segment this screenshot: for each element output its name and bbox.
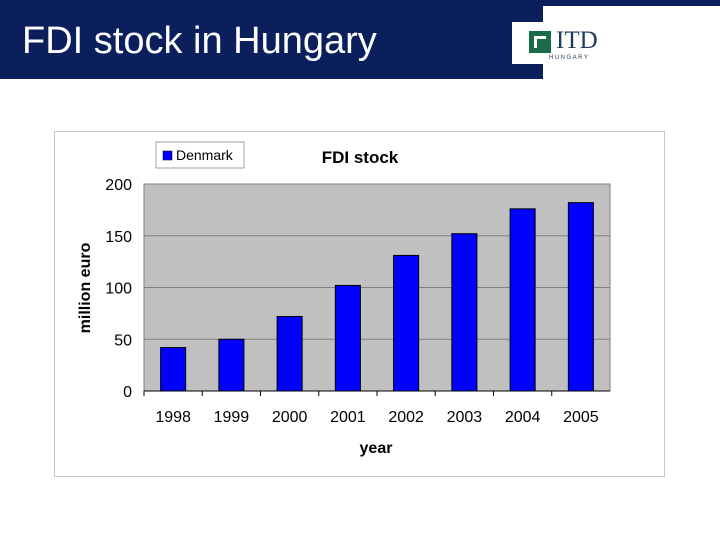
bar-2003 (451, 233, 478, 392)
legend-swatch (162, 150, 173, 161)
bar-2000 (276, 315, 303, 392)
logo-text: ITD (556, 27, 598, 54)
x-tick-label-2004: 2004 (505, 409, 541, 426)
x-tick-label-2002: 2002 (388, 409, 424, 426)
title-bar: FDI stock in Hungary (0, 0, 543, 79)
legend-label: Denmark (176, 147, 234, 163)
bar-2002 (393, 254, 420, 392)
y-tick-label: 150 (105, 229, 132, 246)
y-tick-label: 0 (123, 384, 132, 401)
x-tick-labels: 1998 1999 2000 2001 2002 2003 2004 2005 (155, 409, 598, 426)
x-axis-label: year (360, 440, 393, 457)
y-tick-labels: 0 50 100 150 200 (105, 177, 132, 401)
y-axis-label: million euro (77, 242, 94, 333)
bar-1998 (160, 347, 187, 392)
y-tick-label: 50 (114, 332, 132, 349)
x-tick-label-1999: 1999 (214, 409, 250, 426)
x-tick-label-2001: 2001 (330, 409, 366, 426)
logo-mark-icon (529, 31, 551, 53)
title-stripe (543, 0, 720, 6)
logo-subtext: HUNGARY (549, 55, 590, 61)
bar-2001 (334, 284, 361, 392)
x-tick-label-2000: 2000 (272, 409, 308, 426)
slide-title: FDI stock in Hungary (22, 20, 377, 62)
bar-2005 (567, 202, 594, 392)
legend: Denmark (155, 141, 245, 169)
bars (143, 202, 594, 396)
y-tick-label: 100 (105, 281, 132, 298)
chart-title: FDI stock (322, 148, 399, 167)
bar-2004 (509, 208, 536, 392)
x-tick-label-2003: 2003 (447, 409, 483, 426)
y-tick-label: 200 (105, 177, 132, 194)
bar-1999 (218, 338, 245, 392)
x-tick-label-2005: 2005 (563, 409, 599, 426)
x-tick-label-1998: 1998 (155, 409, 191, 426)
itd-hungary-logo: ITD HUNGARY (512, 22, 618, 64)
